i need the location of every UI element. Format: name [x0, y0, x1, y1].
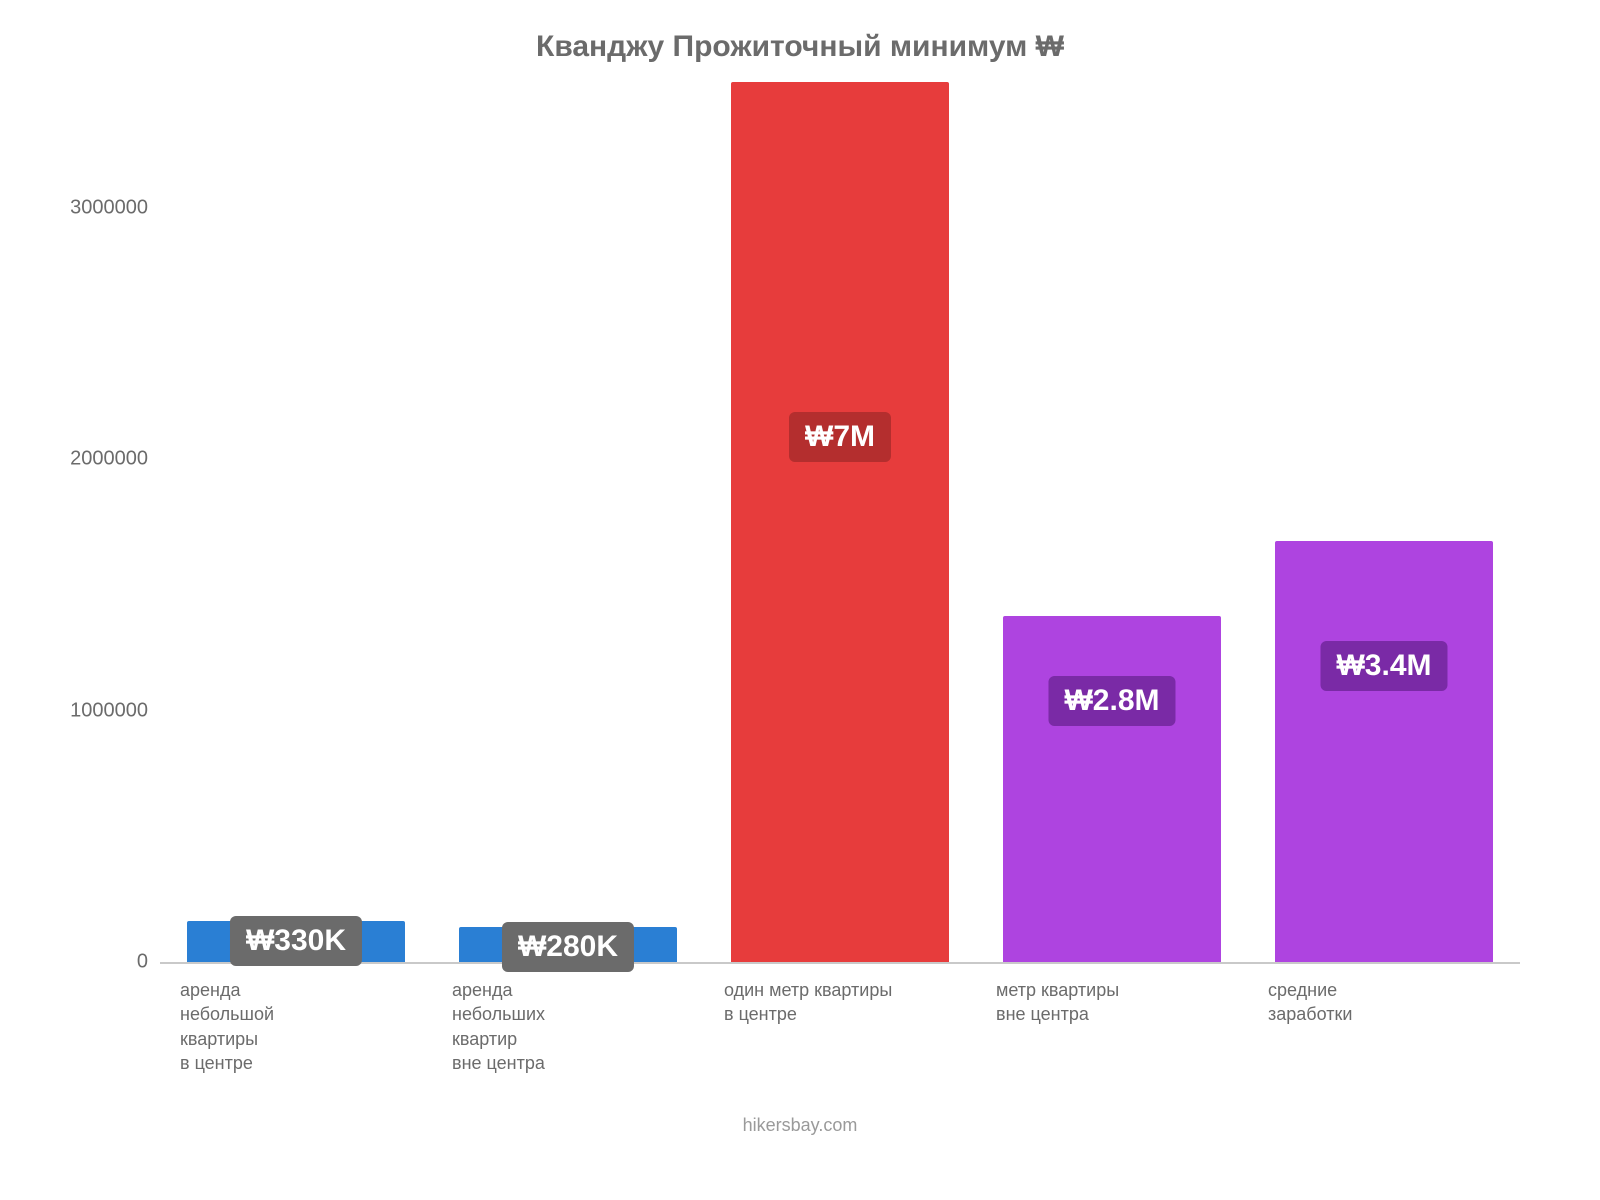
bar-slot: ₩2.8M — [976, 84, 1248, 962]
bar-value-label: ₩280K — [502, 922, 634, 972]
bar-value-label: ₩3.4M — [1320, 641, 1447, 691]
x-label-slot: средние заработки — [1248, 964, 1520, 1075]
y-tick-label: 1000000 — [70, 699, 160, 722]
plot-area: 0100000020000003000000400000050000006000… — [160, 84, 1520, 964]
bar-slot: ₩7M — [704, 84, 976, 962]
attribution-text: hikersbay.com — [40, 1115, 1560, 1136]
bar-value-label: ₩330K — [230, 916, 362, 966]
bars-group: ₩330K₩280K ₩7M ₩2.8M ₩3.4M — [160, 84, 1520, 962]
bar-value-label: ₩2.8M — [1048, 676, 1175, 726]
x-label-slot: метр квартиры вне центра — [976, 964, 1248, 1075]
bar-slot: ₩3.4M — [1248, 84, 1520, 962]
bar — [731, 82, 949, 962]
x-axis-label: один метр квартиры в центре — [724, 978, 956, 1027]
bar-slot: ₩280K — [432, 84, 704, 962]
bar-value-label: ₩7M — [789, 412, 891, 462]
bar — [1003, 616, 1221, 962]
x-label-slot: один метр квартиры в центре — [704, 964, 976, 1075]
x-axis-label: аренда небольших квартир вне центра — [452, 978, 684, 1075]
x-label-slot: аренда небольших квартир вне центра — [432, 964, 704, 1075]
x-axis-label: метр квартиры вне центра — [996, 978, 1228, 1027]
bar — [1275, 541, 1493, 962]
y-tick-label: 0 — [137, 951, 160, 974]
chart-container: Кванджу Прожиточный минимум ₩ 0100000020… — [0, 0, 1600, 1200]
x-label-slot: аренда небольшой квартиры в центре — [160, 964, 432, 1075]
x-axis-label: аренда небольшой квартиры в центре — [180, 978, 412, 1075]
x-axis-label: средние заработки — [1268, 978, 1500, 1027]
chart-title: Кванджу Прожиточный минимум ₩ — [40, 30, 1560, 64]
y-tick-label: 3000000 — [70, 196, 160, 219]
x-axis-labels: аренда небольшой квартиры в центре аренда… — [160, 964, 1520, 1075]
bar-slot: ₩330K — [160, 84, 432, 962]
y-tick-label: 2000000 — [70, 448, 160, 471]
